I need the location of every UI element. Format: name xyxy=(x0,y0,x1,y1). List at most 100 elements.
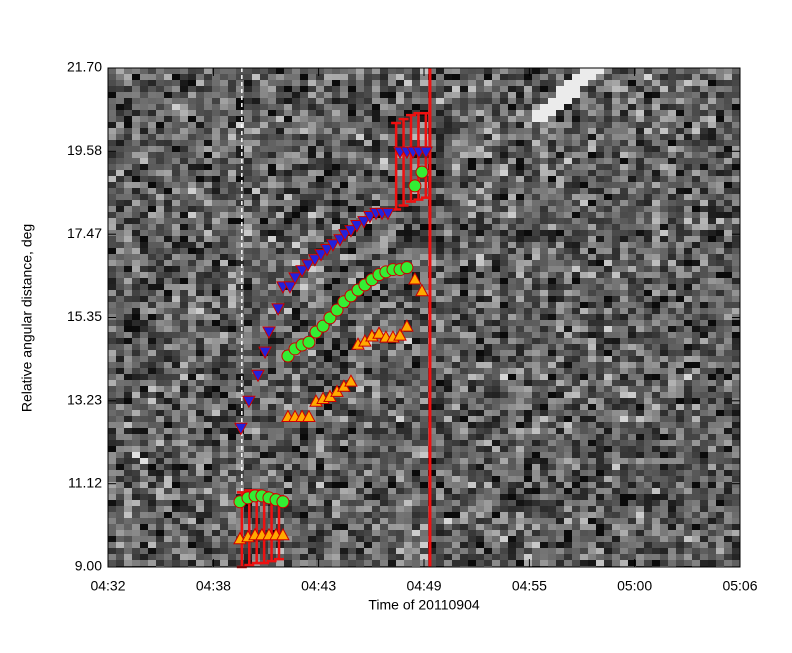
noise-cell xyxy=(316,212,324,218)
noise-cell xyxy=(412,104,420,110)
noise-cell xyxy=(188,248,196,254)
noise-cell xyxy=(580,308,588,314)
noise-cell xyxy=(572,188,580,194)
noise-cell xyxy=(492,152,500,158)
noise-cell xyxy=(276,110,284,116)
noise-cell xyxy=(492,302,500,308)
noise-cell xyxy=(116,314,124,320)
noise-cell xyxy=(212,422,220,428)
noise-cell xyxy=(252,146,260,152)
noise-cell xyxy=(356,182,364,188)
noise-cell xyxy=(676,206,684,212)
noise-cell xyxy=(588,224,596,230)
noise-cell xyxy=(668,290,676,296)
noise-cell xyxy=(628,236,636,242)
noise-cell xyxy=(372,98,380,104)
noise-cell xyxy=(604,206,612,212)
noise-cell xyxy=(460,386,468,392)
noise-cell xyxy=(516,428,524,434)
noise-cell xyxy=(636,422,644,428)
noise-cell xyxy=(444,266,452,272)
noise-cell xyxy=(716,386,724,392)
noise-cell xyxy=(724,158,732,164)
noise-cell xyxy=(500,422,508,428)
noise-cell xyxy=(516,230,524,236)
noise-cell xyxy=(628,140,636,146)
noise-cell xyxy=(324,296,332,302)
noise-cell xyxy=(620,356,628,362)
noise-cell xyxy=(652,164,660,170)
noise-cell xyxy=(460,134,468,140)
noise-cell xyxy=(420,218,428,224)
noise-cell xyxy=(196,86,204,92)
noise-cell xyxy=(564,122,572,128)
noise-cell xyxy=(612,194,620,200)
noise-cell xyxy=(204,416,212,422)
noise-cell xyxy=(404,290,412,296)
noise-cell xyxy=(556,248,564,254)
noise-cell xyxy=(572,218,580,224)
noise-cell xyxy=(348,314,356,320)
noise-cell xyxy=(228,80,236,86)
noise-cell xyxy=(372,260,380,266)
noise-cell xyxy=(468,434,476,440)
noise-cell xyxy=(412,392,420,398)
noise-cell xyxy=(612,314,620,320)
noise-cell xyxy=(364,152,372,158)
noise-cell xyxy=(196,344,204,350)
noise-cell xyxy=(732,380,740,386)
noise-cell xyxy=(564,314,572,320)
noise-cell xyxy=(436,386,444,392)
noise-cell xyxy=(644,164,652,170)
noise-cell xyxy=(132,68,140,74)
noise-cell xyxy=(396,374,404,380)
noise-cell xyxy=(244,266,252,272)
noise-cell xyxy=(492,266,500,272)
noise-cell xyxy=(556,332,564,338)
noise-cell xyxy=(212,146,220,152)
noise-cell xyxy=(708,218,716,224)
noise-cell xyxy=(572,392,580,398)
noise-cell xyxy=(444,284,452,290)
noise-cell xyxy=(724,188,732,194)
noise-cell xyxy=(132,398,140,404)
noise-cell xyxy=(596,146,604,152)
noise-cell xyxy=(276,260,284,266)
noise-cell xyxy=(252,152,260,158)
noise-cell xyxy=(388,182,396,188)
noise-cell xyxy=(332,440,340,446)
noise-cell xyxy=(476,344,484,350)
noise-cell xyxy=(268,410,276,416)
noise-cell xyxy=(396,350,404,356)
noise-cell xyxy=(268,398,276,404)
noise-cell xyxy=(668,254,676,260)
noise-cell xyxy=(524,194,532,200)
noise-cell xyxy=(156,320,164,326)
noise-cell xyxy=(436,428,444,434)
noise-cell xyxy=(636,284,644,290)
noise-cell xyxy=(508,134,516,140)
noise-cell xyxy=(596,380,604,386)
noise-cell xyxy=(708,266,716,272)
noise-cell xyxy=(532,278,540,284)
noise-cell xyxy=(124,440,132,446)
noise-cell xyxy=(116,440,124,446)
noise-cell xyxy=(548,224,556,230)
noise-cell xyxy=(708,188,716,194)
noise-cell xyxy=(132,314,140,320)
noise-cell xyxy=(604,194,612,200)
noise-cell xyxy=(508,356,516,362)
noise-cell xyxy=(700,374,708,380)
noise-cell xyxy=(596,320,604,326)
noise-cell xyxy=(372,218,380,224)
noise-cell xyxy=(316,242,324,248)
noise-cell xyxy=(396,68,404,74)
noise-cell xyxy=(628,314,636,320)
noise-cell xyxy=(684,362,692,368)
noise-cell xyxy=(620,272,628,278)
noise-cell xyxy=(628,374,636,380)
noise-cell xyxy=(660,200,668,206)
noise-cell xyxy=(452,128,460,134)
noise-cell xyxy=(724,290,732,296)
noise-cell xyxy=(380,392,388,398)
